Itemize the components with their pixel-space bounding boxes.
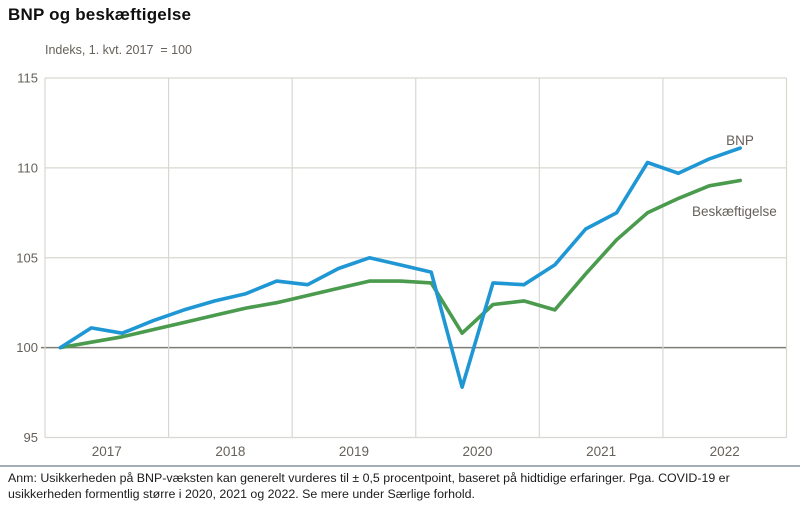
y-tick-label: 115 <box>17 71 38 86</box>
y-tick-label: 95 <box>24 430 38 445</box>
axis-unit-label: Indeks, 1. kvt. 2017 = 100 <box>45 43 192 57</box>
x-tick-label: 2017 <box>92 444 122 459</box>
series-line-beskæftigelse <box>58 178 743 350</box>
x-tick-label: 2022 <box>710 444 740 459</box>
x-tick-label: 2018 <box>215 444 245 459</box>
x-tick-label: 2019 <box>339 444 369 459</box>
line-chart: 95 100 105 110 115 2017 2018 2019 2020 2021 2022 BN… <box>16 71 788 459</box>
y-tick-label: 105 <box>16 250 38 265</box>
y-tick-label: 100 <box>16 340 38 355</box>
x-tick-label: 2021 <box>586 444 616 459</box>
series-label-bnp: BNP <box>726 133 754 148</box>
series-label-beskæftigelse: Beskæftigelse <box>692 204 777 219</box>
chart-title: BNP og beskæftigelse <box>8 5 192 24</box>
footer: Anm: Usikkerheden på BNP-væksten kan gen… <box>0 465 800 503</box>
y-tick-label: 110 <box>17 160 38 175</box>
x-tick-label: 2020 <box>463 444 493 459</box>
series-line-bnp <box>58 146 743 390</box>
footnote-text: Anm: Usikkerheden på BNP-væksten kan gen… <box>8 471 730 501</box>
